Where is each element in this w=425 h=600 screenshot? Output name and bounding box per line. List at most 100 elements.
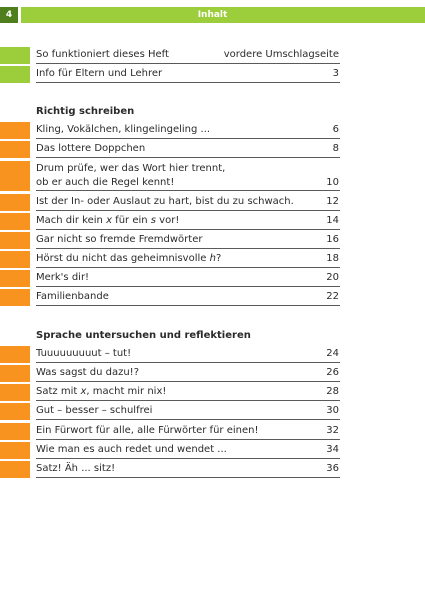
- toc-entry[interactable]: Satz! Äh ... sitz! 36: [0, 460, 425, 478]
- entry-marker: [0, 384, 30, 401]
- entry-marker: [0, 141, 30, 158]
- entry-text: Mach dir kein x für ein s vor!: [36, 214, 179, 228]
- entry-marker: [0, 161, 30, 191]
- entry-text: Hörst du nicht das geheimnisvolle h?: [36, 252, 221, 266]
- section-title: Sprache untersuchen und reflektieren: [36, 330, 251, 341]
- entry-page: 28: [326, 386, 339, 397]
- toc-entry[interactable]: Tuuuuuuuuut – tut! 24: [0, 345, 425, 363]
- entry-text-italic: x: [106, 215, 112, 226]
- entry-text: Was sagst du dazu!?: [36, 367, 140, 378]
- toc-entry[interactable]: Das lottere Doppchen 8: [0, 140, 425, 158]
- entry-marker: [0, 365, 30, 382]
- entry-text-part: Satz mit: [36, 386, 81, 397]
- entry-page: 26: [326, 367, 339, 378]
- entry-text-line: ob er auch die Regel kennt!: [36, 177, 175, 188]
- entry-text: Ein Fürwort für alle, alle Fürwörter für…: [36, 425, 259, 436]
- toc-entry[interactable]: Drum prüfe, wer das Wort hier trennt, ob…: [0, 160, 425, 191]
- entry-text-part: Hörst du nicht das geheimnisvolle: [36, 253, 210, 264]
- entry-marker: [0, 213, 30, 230]
- entry-text: Info für Eltern und Lehrer: [36, 68, 163, 79]
- entry-rule: [36, 400, 340, 401]
- entry-text-part: ?: [215, 253, 222, 264]
- entry-page: 16: [326, 234, 339, 245]
- toc-entry[interactable]: Kling, Vokälchen, klingelingeling ... 6: [0, 121, 425, 139]
- page-number-divider: [18, 7, 21, 23]
- entry-rule: [36, 305, 340, 306]
- toc-entry[interactable]: Familienbande 22: [0, 288, 425, 306]
- entry-page: 34: [326, 444, 339, 455]
- entry-text: Merk's dir!: [36, 272, 90, 283]
- entry-page: 3: [332, 68, 339, 79]
- entry-rule: [36, 190, 340, 191]
- entry-page: 12: [326, 196, 339, 207]
- entry-text: Ist der In- oder Auslaut zu hart, bist d…: [36, 196, 294, 207]
- toc-entry[interactable]: Ein Fürwort für alle, alle Fürwörter für…: [0, 422, 425, 440]
- toc-entry[interactable]: Wie man es auch redet und wendet ... 34: [0, 441, 425, 459]
- section-title: Richtig schreiben: [36, 106, 135, 117]
- toc-entry[interactable]: Satz mit x, macht mir nix! 28: [0, 383, 425, 401]
- entry-text-italic: x: [80, 386, 87, 397]
- entry-marker: [0, 232, 30, 249]
- entry-marker: [0, 403, 30, 420]
- entry-text-part: , macht mir nix!: [86, 386, 167, 397]
- entry-text: Gar nicht so fremde Fremdwörter: [36, 234, 203, 245]
- entry-page: 36: [326, 463, 339, 474]
- entry-page: 32: [326, 425, 339, 436]
- entry-text: Das lottere Doppchen: [36, 143, 146, 154]
- entry-rule: [36, 157, 340, 158]
- entry-rule: [36, 419, 340, 420]
- entry-text-part: vor!: [156, 215, 180, 226]
- entry-marker: [0, 461, 30, 478]
- entry-page: 24: [326, 348, 339, 359]
- entry-rule: [36, 439, 340, 440]
- entry-rule: [36, 381, 340, 382]
- entry-text: Kling, Vokälchen, klingelingeling ...: [36, 124, 211, 135]
- entry-rule: [36, 362, 340, 363]
- entry-text-part: für ein: [112, 215, 151, 226]
- entry-page: 22: [326, 291, 339, 302]
- entry-marker: [0, 251, 30, 268]
- entry-text: Familienbande: [36, 291, 109, 302]
- entry-text: Satz! Äh ... sitz!: [36, 463, 116, 474]
- entry-rule: [36, 138, 340, 139]
- entry-rule: [36, 63, 340, 64]
- entry-marker: [0, 270, 30, 287]
- entry-rule: [36, 229, 340, 230]
- entry-marker: [0, 289, 30, 306]
- header-bar: Inhalt 4: [0, 7, 425, 23]
- entry-page: 8: [332, 143, 339, 154]
- toc-entry[interactable]: Was sagst du dazu!? 26: [0, 364, 425, 382]
- entry-text: Drum prüfe, wer das Wort hier trennt, ob…: [36, 162, 225, 190]
- entry-rule: [36, 458, 340, 459]
- entry-marker: [0, 66, 30, 83]
- toc-entry[interactable]: Gar nicht so fremde Fremdwörter 16: [0, 231, 425, 249]
- entry-text: Tuuuuuuuuut – tut!: [36, 348, 132, 359]
- toc-entry[interactable]: Merk's dir! 20: [0, 269, 425, 287]
- entry-text: Wie man es auch redet und wendet ...: [36, 444, 227, 455]
- toc-entry[interactable]: Gut – besser – schulfrei 30: [0, 402, 425, 420]
- entry-page: 18: [326, 253, 339, 264]
- toc-entry-intro[interactable]: So funktioniert dieses Heft vordere Umsc…: [0, 46, 425, 64]
- entry-marker: [0, 423, 30, 440]
- entry-page: 10: [326, 177, 339, 188]
- entry-text: Gut – besser – schulfrei: [36, 405, 153, 416]
- entry-page: 14: [326, 215, 339, 226]
- entry-text-part: Mach dir kein: [36, 215, 107, 226]
- toc-entry[interactable]: Mach dir kein x für ein s vor! 14: [0, 212, 425, 230]
- entry-page: 30: [326, 405, 339, 416]
- entry-page: 6: [332, 124, 339, 135]
- entry-marker: [0, 346, 30, 363]
- page-number: 4: [0, 7, 18, 23]
- entry-rule: [36, 286, 340, 287]
- toc-entry[interactable]: Ist der In- oder Auslaut zu hart, bist d…: [0, 193, 425, 211]
- entry-text: So funktioniert dieses Heft: [36, 49, 169, 60]
- entry-page: 20: [326, 272, 339, 283]
- entry-text-italic: s: [150, 215, 156, 226]
- entry-rule: [36, 267, 340, 268]
- toc-entry[interactable]: Hörst du nicht das geheimnisvolle h? 18: [0, 250, 425, 268]
- entry-marker: [0, 122, 30, 139]
- toc-entry-intro[interactable]: Info für Eltern und Lehrer 3: [0, 65, 425, 83]
- entry-marker: [0, 194, 30, 211]
- entry-rule: [36, 477, 340, 478]
- entry-marker: [0, 47, 30, 64]
